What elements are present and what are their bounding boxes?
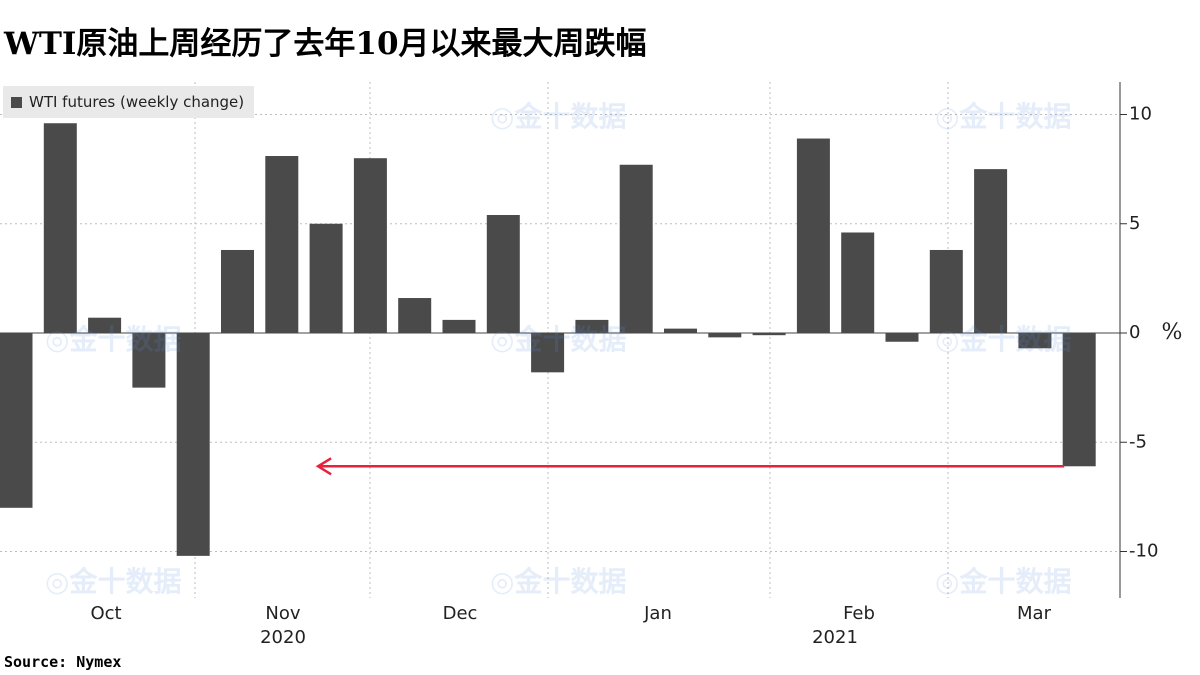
bar <box>664 328 697 333</box>
bar <box>176 333 210 556</box>
x-tick-label: Nov <box>265 603 300 624</box>
bar <box>575 319 609 333</box>
source-note: Source: Nymex <box>4 653 122 671</box>
bar <box>88 317 122 333</box>
bar <box>531 333 565 373</box>
y-tick-label: 5 <box>1129 213 1140 234</box>
y-tick-label: -5 <box>1129 431 1147 452</box>
bar <box>43 123 77 334</box>
x-year-label: 2021 <box>812 627 858 648</box>
bar <box>442 319 476 333</box>
bar <box>265 156 299 333</box>
bar <box>309 223 343 333</box>
bar <box>619 164 653 333</box>
annotation-arrow <box>315 457 1065 476</box>
y-axis-unit: % <box>1162 320 1183 345</box>
bar <box>752 333 786 336</box>
annotation-arrow-head <box>315 457 332 476</box>
x-tick-label: Mar <box>1017 603 1052 624</box>
bar <box>486 215 520 333</box>
bar <box>0 333 33 508</box>
bar <box>1062 333 1096 467</box>
bar <box>885 333 919 342</box>
y-tick-label: 0 <box>1129 322 1140 343</box>
legend-swatch <box>11 96 22 108</box>
bar <box>353 158 387 333</box>
bar <box>841 232 875 333</box>
bar <box>221 249 254 333</box>
y-tick-label: 10 <box>1129 104 1152 125</box>
x-tick-label: Dec <box>443 603 478 624</box>
x-tick-label: Oct <box>90 603 121 624</box>
x-axis: Oct Nov Dec Jan Feb Mar 2020 2021 <box>90 603 1051 648</box>
bar-series <box>0 123 1096 556</box>
bar <box>398 298 432 333</box>
chart-title: WTI原油上周经历了去年10月以来最大周跌幅 <box>4 26 647 62</box>
x-year-label: 2020 <box>260 627 306 648</box>
bar <box>929 249 963 333</box>
bar <box>974 169 1008 333</box>
bar <box>1018 333 1052 349</box>
bar <box>708 333 742 338</box>
x-tick-label: Feb <box>843 603 875 624</box>
chart-legend: WTI futures (weekly change) <box>3 86 255 118</box>
bar <box>132 333 166 388</box>
y-tick-label: -10 <box>1129 541 1158 562</box>
x-tick-label: Jan <box>643 603 672 624</box>
bar <box>796 138 830 333</box>
y-axis: 10 5 0 -5 -10 <box>1119 82 1158 598</box>
legend-label: WTI futures (weekly change) <box>29 93 245 111</box>
